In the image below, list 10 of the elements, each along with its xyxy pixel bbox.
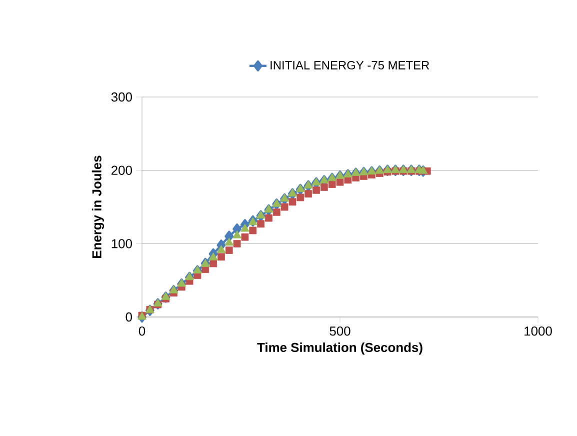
y-tick-label: 100 [112, 239, 132, 248]
x-tick-label: 500 [330, 326, 350, 336]
y-axis-title: Energy in Joules [92, 156, 104, 258]
y-tick-label: 300 [111, 92, 132, 102]
y-tick-label: 200 [112, 166, 132, 175]
x-tick-label: 1000 [524, 326, 552, 336]
y-tick-label: 0 [126, 312, 132, 322]
x-tick-label: 0 [138, 326, 146, 336]
x-axis-title: Time Simulation (Seconds) [257, 342, 422, 355]
legend-label: INITIAL ENERGY -75 METER [270, 60, 430, 70]
